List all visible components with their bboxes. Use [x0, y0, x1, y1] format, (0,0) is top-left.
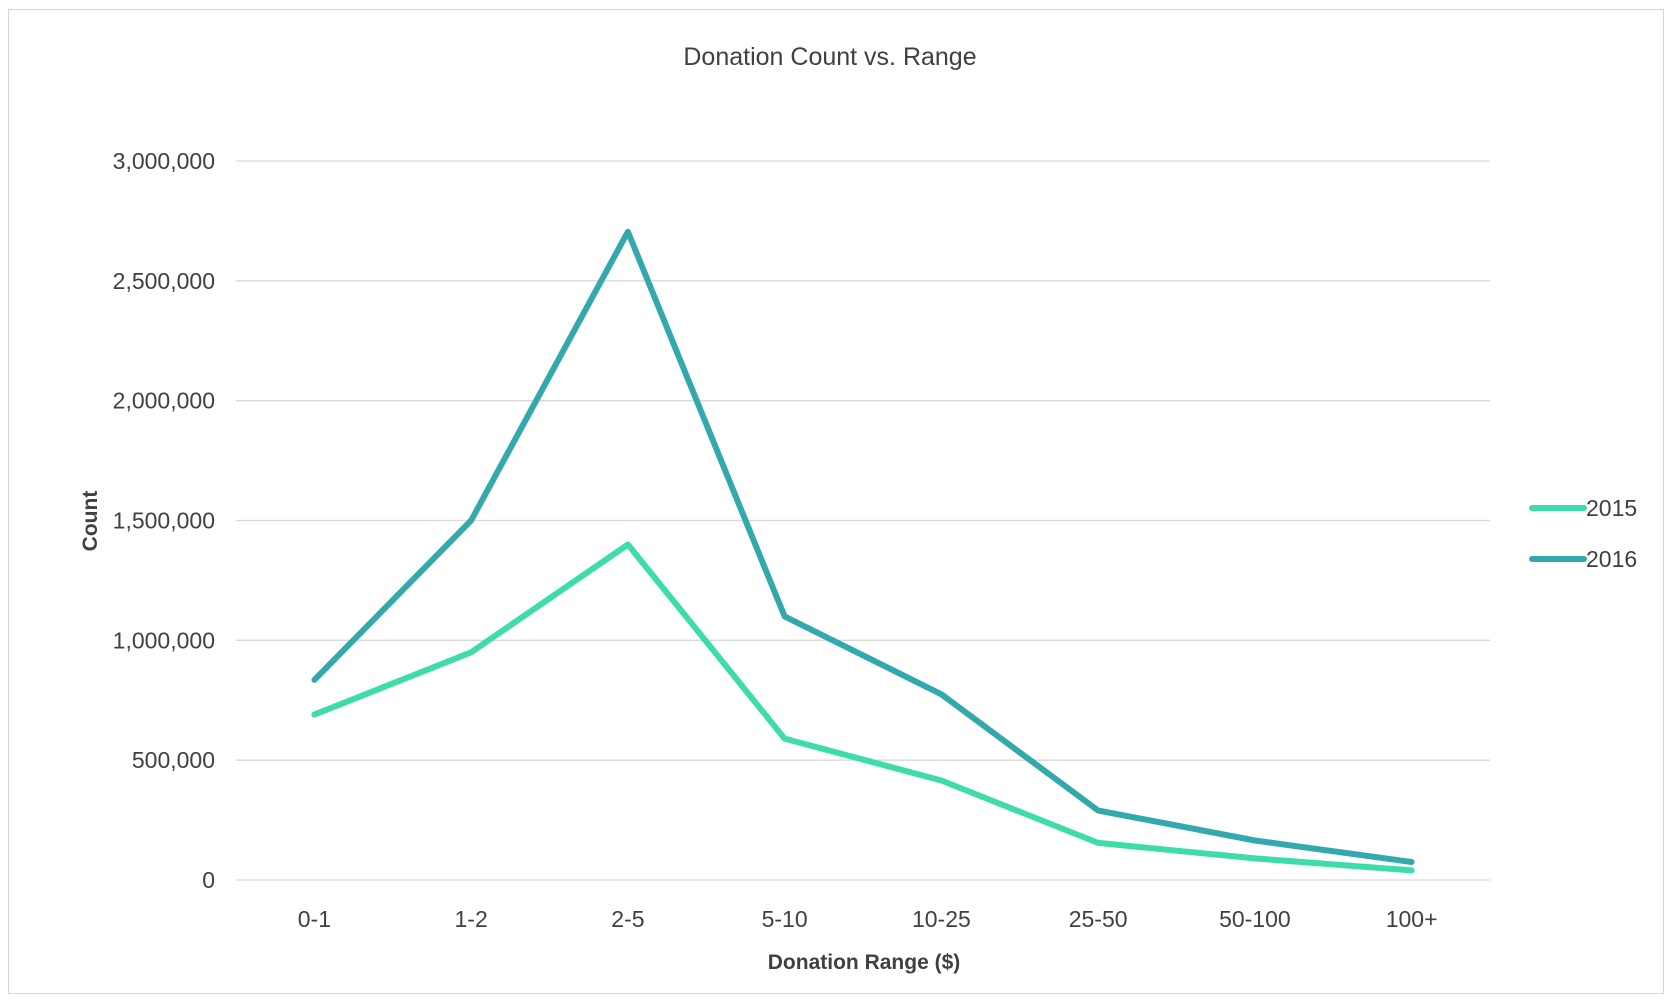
- series-line-2015: [311, 541, 1415, 874]
- y-tick-label: 1,500,000: [113, 508, 215, 534]
- x-tick-label: 2-5: [611, 906, 644, 932]
- x-tick-label: 5-10: [762, 906, 808, 932]
- legend: 2015 2016: [1529, 495, 1637, 572]
- x-tick-label: 50-100: [1219, 906, 1291, 932]
- y-tick-label: 500,000: [132, 747, 215, 773]
- gridlines: [236, 160, 1490, 881]
- chart-title: Donation Count vs. Range: [683, 43, 976, 71]
- y-tick-label: 2,000,000: [113, 388, 215, 414]
- x-tick-label: 0-1: [298, 906, 331, 932]
- y-tick-label: 3,000,000: [113, 148, 215, 174]
- series-line-2016: [311, 228, 1415, 865]
- chart-frame: [8, 9, 1664, 994]
- x-tick-label: 10-25: [912, 906, 971, 932]
- y-axis-tick-labels: 0 500,000 1,000,000 1,500,000 2,000,000 2,500…: [113, 148, 215, 893]
- legend-label-2016: 2016: [1586, 546, 1637, 572]
- x-axis-tick-labels: 0-1 1-2 2-5 5-10 10-25 25-50 50-100 100+: [298, 906, 1438, 932]
- legend-label-2015: 2015: [1586, 495, 1637, 521]
- x-tick-label: 100+: [1386, 906, 1438, 932]
- x-axis-title: Donation Range ($): [768, 951, 961, 974]
- x-tick-label: 25-50: [1069, 906, 1128, 932]
- y-axis-title: Count: [79, 491, 102, 552]
- y-tick-label: 0: [202, 867, 215, 893]
- y-tick-label: 2,500,000: [113, 268, 215, 294]
- y-tick-label: 1,000,000: [113, 627, 215, 653]
- x-tick-label: 1-2: [455, 906, 488, 932]
- series-lines: [311, 228, 1415, 874]
